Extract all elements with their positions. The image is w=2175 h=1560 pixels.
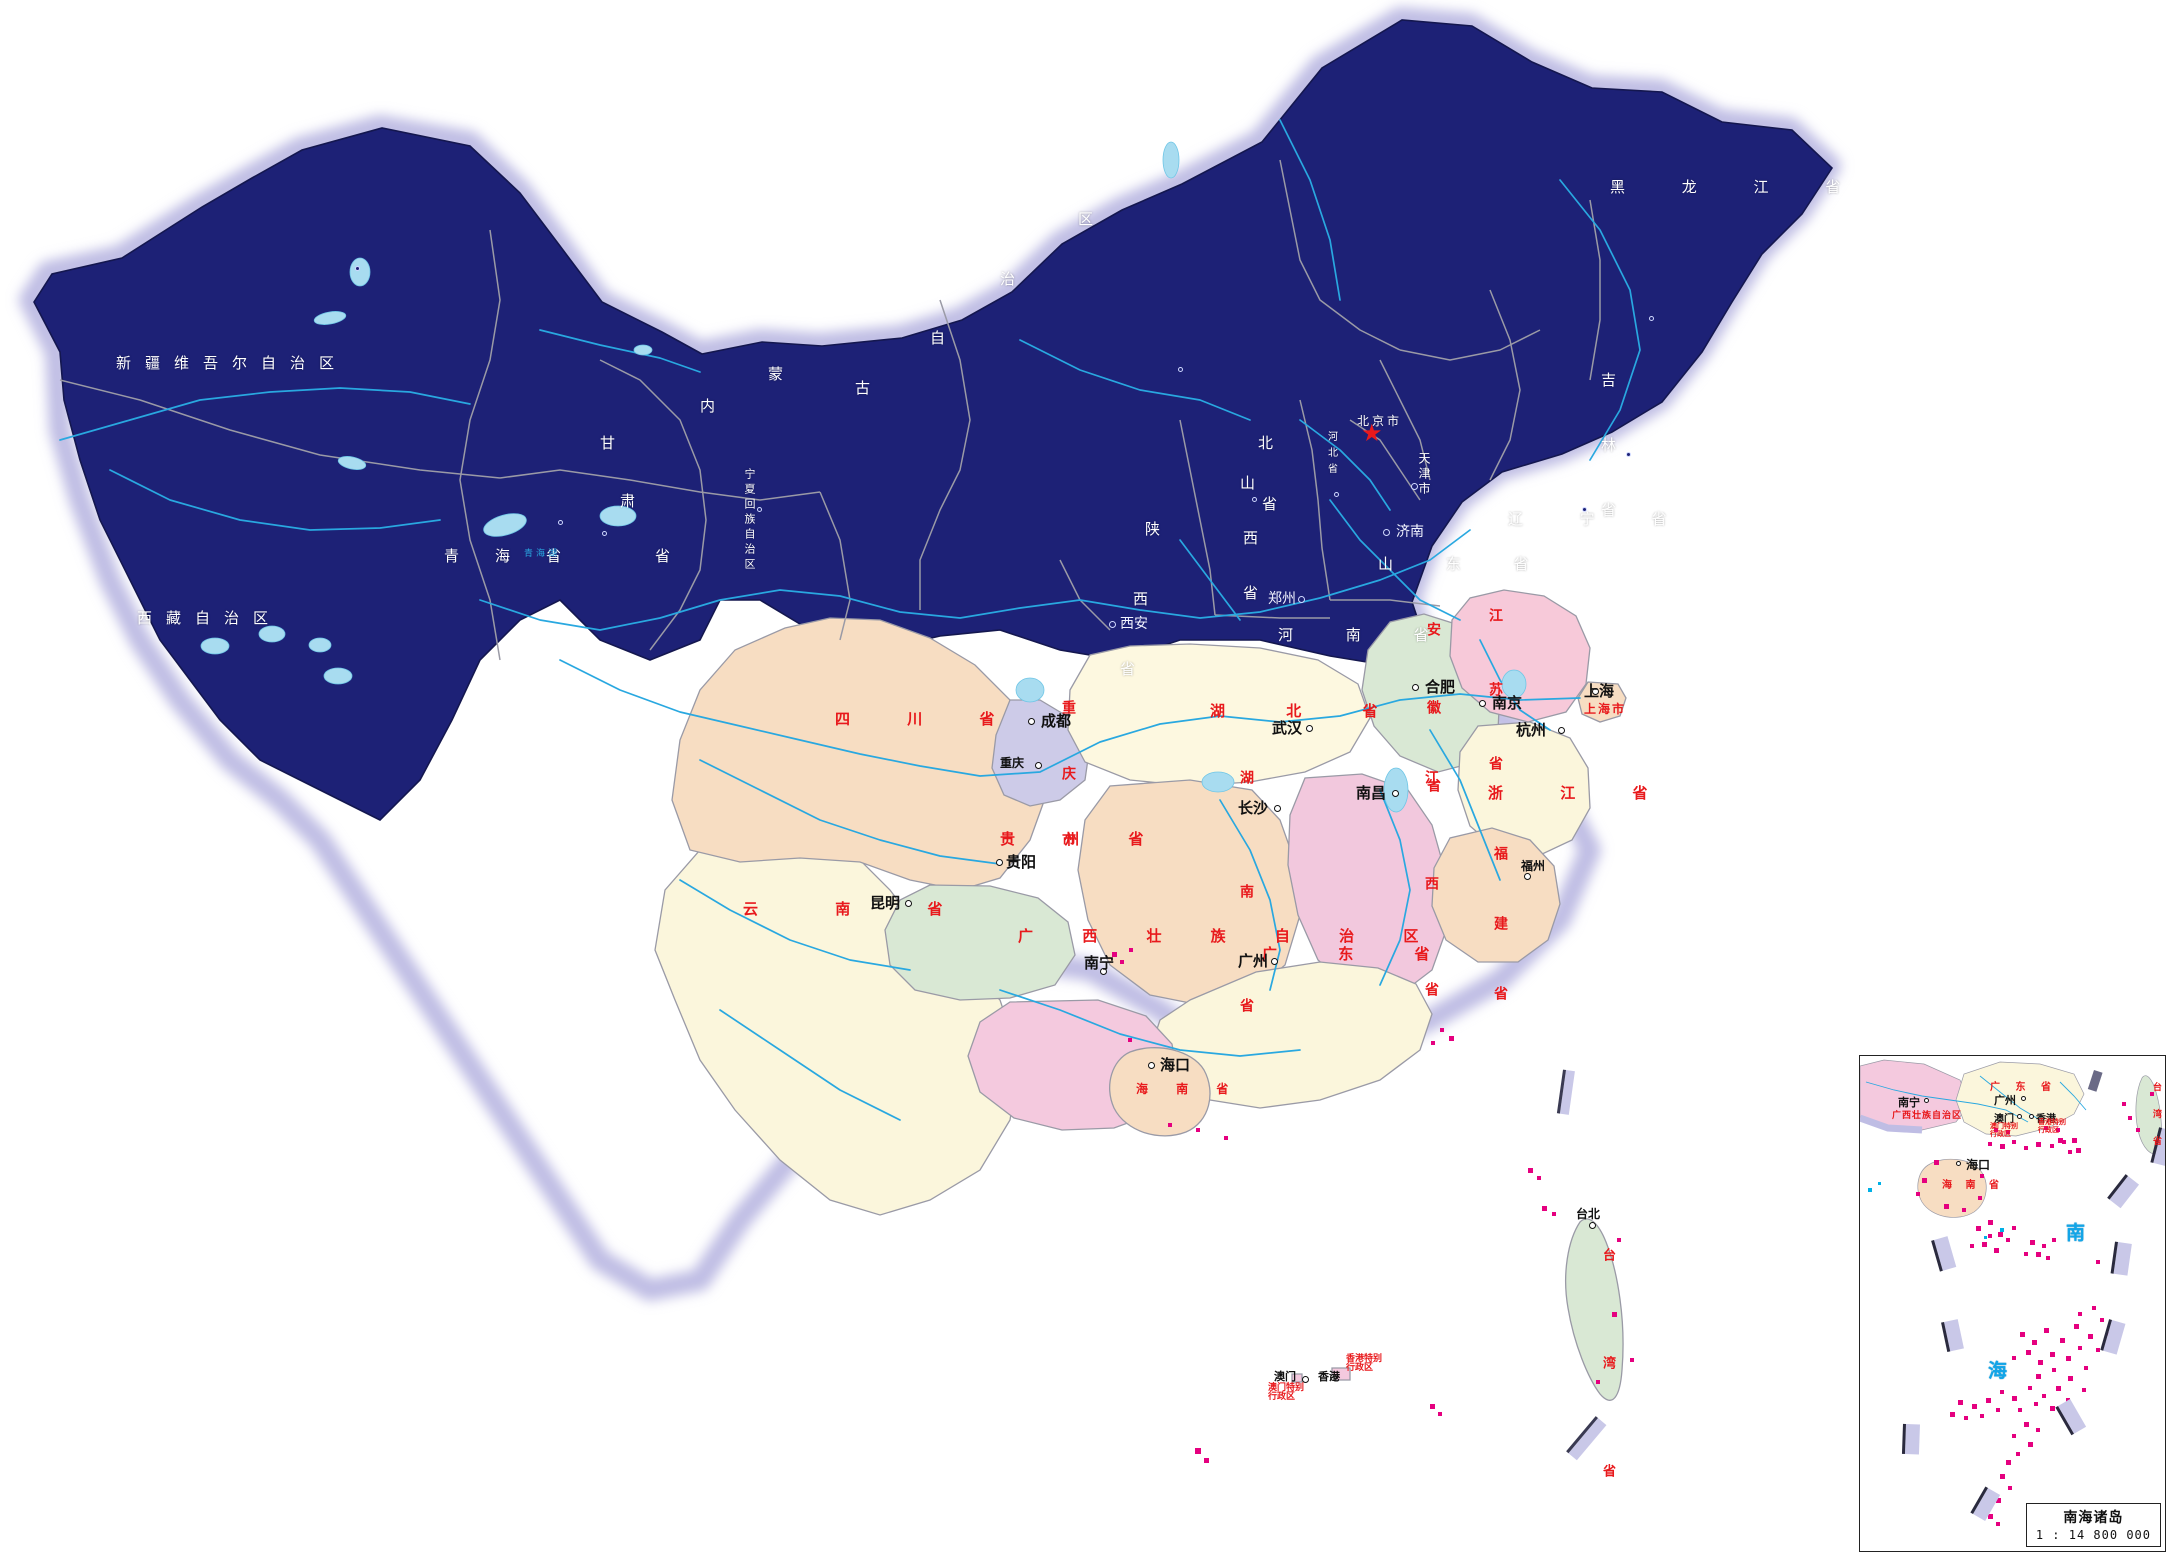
lake-hulun [1162, 141, 1180, 179]
city-dot-nanning [1100, 968, 1107, 975]
city-dot-fuzhou [1524, 873, 1531, 880]
nine-dash-line-ticks [1901, 1070, 2165, 1521]
city-dot-hohhot [1178, 367, 1183, 372]
lakes [200, 141, 1527, 813]
lake-dongting [1201, 771, 1235, 793]
province-zhejiang [1457, 721, 1591, 857]
highlighted-region-fill [33, 19, 1834, 821]
lake-sayram [349, 257, 371, 287]
inset-city-dot-nanning [1924, 1098, 1929, 1103]
city-dot-harbin [1649, 316, 1654, 321]
capital-star-beijing: ★ [1361, 419, 1383, 447]
inset-map-south-china-sea[interactable]: 广 东 省 广州 南宁 广西壮族自治区 澳门 香港 澳门特别 行政区 香港特别 … [1859, 1055, 2166, 1552]
city-dot-taiyuan [1252, 497, 1257, 502]
city-dot-tianjin [1411, 483, 1418, 490]
lake-chaohu [1015, 677, 1045, 703]
city-dot-nanchang [1392, 790, 1399, 797]
province-fujian [1431, 827, 1561, 963]
city-dot-changsha [1274, 805, 1281, 812]
south-china-sea-islands [1112, 948, 1634, 1463]
province-hainan [1109, 1047, 1211, 1137]
province-chongqing [991, 699, 1091, 807]
region-macau [1291, 1373, 1303, 1383]
inset-title: 南海诸岛 [2063, 1510, 2124, 1526]
city-dot-lanzhou [602, 531, 607, 536]
province-yunnan [654, 837, 1021, 1216]
province-taiwan [1565, 1218, 1624, 1401]
province-jiangsu [1449, 589, 1591, 723]
dash-line-marks [1556, 1069, 1607, 1461]
city-dot-urumqi [355, 266, 360, 271]
city-dot-yinchuan [757, 507, 762, 512]
inset-city-dot-macau [2017, 1114, 2022, 1119]
province-hubei [1067, 643, 1371, 787]
city-dot-shijiazhuang [1334, 492, 1339, 497]
city-dot-hangzhou [1558, 727, 1565, 734]
city-dot-jinan [1383, 529, 1390, 536]
inset-city-dot-haikou [1956, 1161, 1961, 1166]
city-dot-xian [1109, 621, 1116, 628]
inset-halo-guangxi [1860, 1114, 1923, 1134]
city-dot-chengdu [1028, 718, 1035, 725]
rivers [59, 119, 1641, 1121]
city-dot-hongkong [1330, 1374, 1337, 1381]
city-dot-changchun [1626, 452, 1631, 457]
inset-scale-box: 南海诸岛 1 : 14 800 000 [2025, 1503, 2161, 1547]
province-borders [59, 159, 1601, 661]
inset-guangdong [1955, 1061, 2085, 1137]
city-dot-xining [558, 520, 563, 525]
city-dot-zhengzhou [1298, 596, 1305, 603]
city-dot-shanghai [1592, 688, 1599, 695]
city-dot-guangzhou [1271, 958, 1278, 965]
inset-city-dot-guangzhou [2021, 1096, 2026, 1101]
city-dot-chongqing [1035, 762, 1042, 769]
inset-city-dot-hongkong [2029, 1114, 2034, 1119]
city-dot-haikou [1148, 1062, 1155, 1069]
inset-guangxi [1860, 1059, 1971, 1131]
inset-hainan [1917, 1158, 1987, 1218]
province-guizhou [884, 884, 1076, 1001]
city-dot-shenyang [1582, 507, 1587, 512]
city-dot-kunming [905, 900, 912, 907]
city-dot-nanjing [1479, 700, 1486, 707]
city-dot-guiyang [996, 859, 1003, 866]
inset-scale-text: 1 : 14 800 000 [2035, 1528, 2151, 1542]
city-dot-hefei [1412, 684, 1419, 691]
inset-map-canvas [1860, 1059, 2165, 1526]
lake-qinghai [483, 513, 527, 537]
inset-islands-blue [1868, 1182, 2004, 1239]
city-dot-taipei [1589, 1222, 1596, 1229]
city-dot-macau [1302, 1376, 1309, 1383]
lake-taihu [1501, 669, 1527, 699]
city-dot-wuhan [1306, 725, 1313, 732]
province-shanghai [1577, 681, 1627, 723]
inset-islands [1916, 1092, 2154, 1526]
